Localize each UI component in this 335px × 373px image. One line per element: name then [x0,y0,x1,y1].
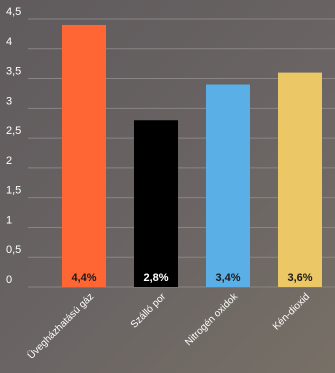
x-axis-category-labels: Üvegházhatású gáz Szálló por Nitrogén oxid… [25,291,312,362]
y-axis-tick-labels: 0 0,5 1 1,5 2 2,5 3 3,5 4 4,5 [6,6,21,286]
y-tick-label: 0 [6,274,12,286]
data-label: 4,4% [71,272,96,284]
bar [62,24,106,287]
y-tick-label: 1,5 [6,185,21,197]
data-label: 3,4% [215,272,240,284]
category-label: Üvegházhatású gáz [25,291,96,362]
y-tick-label: 4 [6,36,12,48]
y-tick-label: 2,5 [6,125,21,137]
data-label: 2,8% [143,272,168,284]
y-tick-label: 3 [6,95,12,107]
y-tick-label: 3,5 [6,66,21,78]
y-tick-label: 4,5 [6,6,21,18]
y-tick-label: 0,5 [6,244,21,256]
y-tick-label: 1 [6,214,12,226]
data-labels: 4,4% 2,8% 3,4% 3,6% [71,272,312,284]
y-tick-label: 2 [6,155,12,167]
bar [134,120,178,287]
data-label: 3,6% [287,272,312,284]
category-label: Nitrogén oxidok [183,291,241,349]
bar [278,72,322,287]
category-label: Szálló por [129,291,169,331]
bars [62,24,322,287]
bar [206,84,250,287]
category-label: Kén-dioxid [271,291,312,332]
